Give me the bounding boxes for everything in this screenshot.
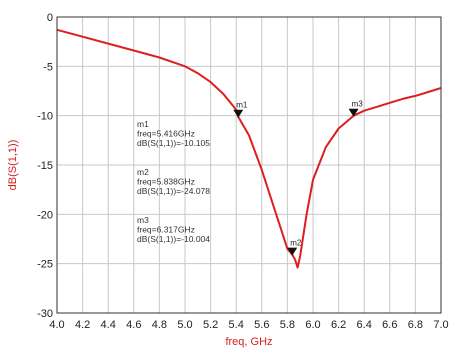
marker-m3-label: m3 <box>352 100 364 109</box>
x-tick-label: 5.2 <box>203 319 218 331</box>
marker-m2-readout-line: dB(S(1,1))=-24.078 <box>137 186 210 196</box>
marker-m2-label: m2 <box>290 239 302 248</box>
y-tick-label: -20 <box>37 209 53 221</box>
marker-m3-readout-line: dB(S(1,1))=-10.004 <box>137 234 210 244</box>
marker-m3-readout-line: freq=6.317GHz <box>137 225 195 235</box>
tick-labels: 4.0 4.2 4.4 4.6 4.8 5.0 5.2 5.4 5.6 5.8 6.0 6.2 6.4 6… <box>37 12 449 331</box>
y-tick-label: -15 <box>37 160 53 172</box>
plot-frame <box>56 16 442 314</box>
s11-trace-line <box>56 28 442 269</box>
x-tick-label: 5.4 <box>229 319 244 331</box>
marker-readouts: m1freq=5.416GHzdB(S(1,1))=-10.105m2freq=… <box>137 119 210 244</box>
x-tick-label: 7.0 <box>433 319 448 331</box>
x-tick-label: 5.6 <box>254 319 269 331</box>
marker-m1-triangle <box>233 109 244 118</box>
marker-m2-readout-line: freq=5.838GHz <box>137 177 195 187</box>
x-tick-label: 6.0 <box>305 319 320 331</box>
marker-m1-readout-line: m1 <box>137 119 149 129</box>
markers: m1 m2 m3 <box>233 100 363 256</box>
marker-m3-readout-line: m3 <box>137 215 149 225</box>
x-tick-label: 6.4 <box>357 319 372 331</box>
grid <box>56 16 442 314</box>
y-tick-label: -10 <box>37 111 53 123</box>
y-axis-title: dB(S(1,1)) <box>7 140 19 191</box>
y-tick-label: -30 <box>37 308 53 320</box>
y-tick-label: -25 <box>37 259 53 271</box>
x-tick-label: 4.2 <box>75 319 90 331</box>
marker-m3-triangle <box>348 108 359 117</box>
x-tick-label: 6.8 <box>408 319 423 331</box>
marker-m2-readout-line: m2 <box>137 167 149 177</box>
x-tick-label: 5.0 <box>177 319 192 331</box>
x-tick-label: 5.8 <box>280 319 295 331</box>
x-tick-label: 6.2 <box>331 319 346 331</box>
marker-m1-readout-line: dB(S(1,1))=-10.105 <box>137 138 210 148</box>
marker-m1-readout-line: freq=5.416GHz <box>137 129 195 139</box>
x-tick-label: 6.6 <box>382 319 397 331</box>
x-tick-label: 4.4 <box>101 319 116 331</box>
marker-m2-triangle <box>287 247 298 256</box>
y-tick-label: 0 <box>47 12 53 24</box>
x-tick-label: 4.6 <box>126 319 141 331</box>
x-tick-label: 4.8 <box>152 319 167 331</box>
y-tick-label: -5 <box>43 61 53 73</box>
x-tick-label: 4.0 <box>49 319 64 331</box>
marker-m1-label: m1 <box>236 101 248 110</box>
x-axis-title: freq, GHz <box>225 336 272 348</box>
